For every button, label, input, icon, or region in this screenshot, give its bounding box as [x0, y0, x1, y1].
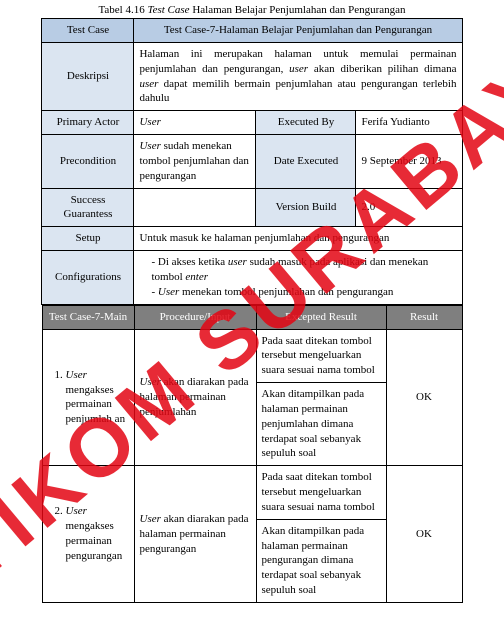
- text: User: [140, 513, 161, 525]
- value-version-build: 2.0: [356, 188, 462, 227]
- expected-2a: Pada saat ditekan tombol tersebut mengel…: [256, 466, 386, 520]
- text: menekan tombol penjumlahan dan pengurang…: [179, 286, 393, 298]
- table-row: User mengakses permainan pengurangan Use…: [42, 466, 462, 520]
- table-row: User mengakses permainan penjumlah an Us…: [42, 329, 462, 383]
- text: user: [228, 256, 247, 268]
- value-primary-actor: User: [134, 111, 256, 135]
- step-1: User mengakses permainan penjumlah an: [42, 329, 134, 466]
- text: dapat memilih bermain penjumlahan atau p…: [139, 78, 456, 105]
- label-primary-actor: Primary Actor: [42, 111, 134, 135]
- expected-1a: Pada saat ditekan tombol tersebut mengel…: [256, 329, 386, 383]
- header-expected: Excepted Result: [256, 305, 386, 329]
- label-precondition: Precondition: [42, 135, 134, 189]
- expected-1b: Akan ditampilkan pada halaman permainan …: [256, 383, 386, 466]
- text: User: [66, 505, 87, 517]
- text: user: [289, 63, 308, 75]
- step-2: User mengakses permainan pengurangan: [42, 466, 134, 603]
- text: mengakses permainan penjumlah an: [66, 384, 126, 426]
- list-item: User mengakses permainan penjumlah an: [66, 368, 129, 427]
- table-caption: Tabel 4.16 Test Case Halaman Belajar Pen…: [0, 0, 504, 18]
- expected-2b: Akan ditampilkan pada halaman permainan …: [256, 519, 386, 602]
- header-procedure: Procedure/Input: [134, 305, 256, 329]
- table-row: Test Case Test Case-7-Halaman Belajar Pe…: [42, 19, 462, 43]
- table-row: Precondition User sudah menekan tombol p…: [42, 135, 462, 189]
- list-item: User mengakses permainan pengurangan: [66, 504, 129, 563]
- list-item: User menekan tombol penjumlahan dan peng…: [151, 285, 456, 300]
- table-row: Test Case-7-Main Procedure/Input Excepte…: [42, 305, 462, 329]
- label-configurations: Configurations: [42, 251, 134, 305]
- label-deskripsi: Deskripsi: [42, 42, 134, 110]
- test-case-meta-table: Test Case Test Case-7-Halaman Belajar Pe…: [41, 18, 462, 305]
- header-title: Test Case-7-Halaman Belajar Penjumlahan …: [134, 19, 462, 43]
- text: User: [139, 140, 160, 152]
- text: User: [158, 286, 179, 298]
- header-main: Test Case-7-Main: [42, 305, 134, 329]
- label-executed-by: Executed By: [256, 111, 356, 135]
- value-precondition: User sudah menekan tombol penjumlahan da…: [134, 135, 256, 189]
- value-success: [134, 188, 256, 227]
- value-deskripsi: Halaman ini merupakan halaman untuk memu…: [134, 42, 462, 110]
- text: User: [140, 376, 161, 388]
- label-setup: Setup: [42, 227, 134, 251]
- table-row: Deskripsi Halaman ini merupakan halaman …: [42, 42, 462, 110]
- test-case-main-table: Test Case-7-Main Procedure/Input Excepte…: [42, 305, 463, 603]
- caption-prefix: Tabel 4.16: [98, 4, 147, 16]
- label-date-executed: Date Executed: [256, 135, 356, 189]
- value-executed-by: Ferifa Yudianto: [356, 111, 462, 135]
- list-item: Di akses ketika user sudah masuk pada ap…: [151, 255, 456, 285]
- table-row: Success Guarantess Version Build 2.0: [42, 188, 462, 227]
- text: mengakses permainan pengurangan: [66, 520, 123, 562]
- table-row: Primary Actor User Executed By Ferifa Yu…: [42, 111, 462, 135]
- table-row: Setup Untuk masuk ke halaman penjumlahan…: [42, 227, 462, 251]
- label-version-build: Version Build: [256, 188, 356, 227]
- caption-italic: Test Case: [147, 4, 189, 16]
- text: akan diberikan pilihan dimana: [308, 63, 456, 75]
- procedure-2: User akan diarakan pada halaman permaina…: [134, 466, 256, 603]
- caption-suffix: Halaman Belajar Penjumlahan dan Penguran…: [190, 4, 406, 16]
- text: User: [66, 369, 87, 381]
- procedure-1: User akan diarakan pada halaman permaina…: [134, 329, 256, 466]
- text: user: [139, 78, 158, 90]
- result-2: OK: [386, 466, 462, 603]
- header-test-case: Test Case: [42, 19, 134, 43]
- text: enter: [185, 271, 208, 283]
- label-success: Success Guarantess: [42, 188, 134, 227]
- value-configurations: Di akses ketika user sudah masuk pada ap…: [134, 251, 462, 305]
- value-setup: Untuk masuk ke halaman penjumlahan dan p…: [134, 227, 462, 251]
- header-result: Result: [386, 305, 462, 329]
- result-1: OK: [386, 329, 462, 466]
- text: Di akses ketika: [158, 256, 228, 268]
- value-date-executed: 9 September 2013: [356, 135, 462, 189]
- table-row: Configurations Di akses ketika user suda…: [42, 251, 462, 305]
